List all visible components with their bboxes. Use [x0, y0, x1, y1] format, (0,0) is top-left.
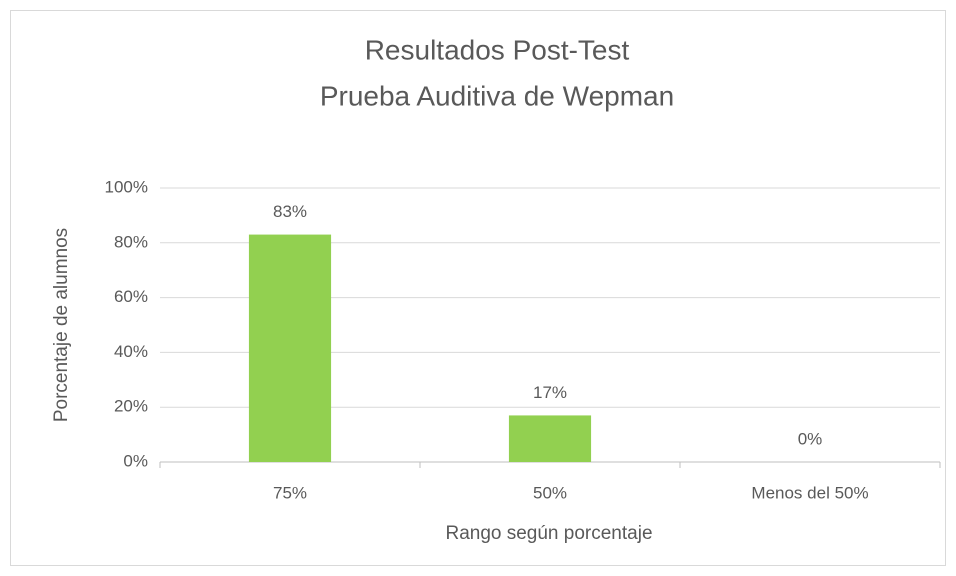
x-tick-label: 75% — [273, 483, 307, 502]
y-tick-label: 0% — [123, 451, 148, 470]
bar — [508, 415, 592, 462]
y-axis-title: Porcentaje de alumnos — [51, 228, 72, 422]
y-tick-label: 40% — [114, 342, 148, 361]
value-label: 0% — [798, 429, 823, 448]
y-tick-label: 60% — [114, 287, 148, 306]
chart-title: Resultados Post-Test — [365, 34, 630, 65]
x-tick-label: Menos del 50% — [751, 483, 868, 502]
x-tick-label: 50% — [533, 483, 567, 502]
chart-frame — [10, 10, 946, 566]
x-axis-title: Rango según porcentaje — [445, 523, 652, 544]
y-tick-label: 80% — [114, 232, 148, 251]
value-label: 17% — [533, 383, 567, 402]
chart-title: Prueba Auditiva de Wepman — [320, 80, 674, 111]
bar — [248, 234, 332, 462]
y-tick-label: 20% — [114, 397, 148, 416]
y-tick-label: 100% — [105, 177, 148, 196]
value-label: 83% — [273, 202, 307, 221]
